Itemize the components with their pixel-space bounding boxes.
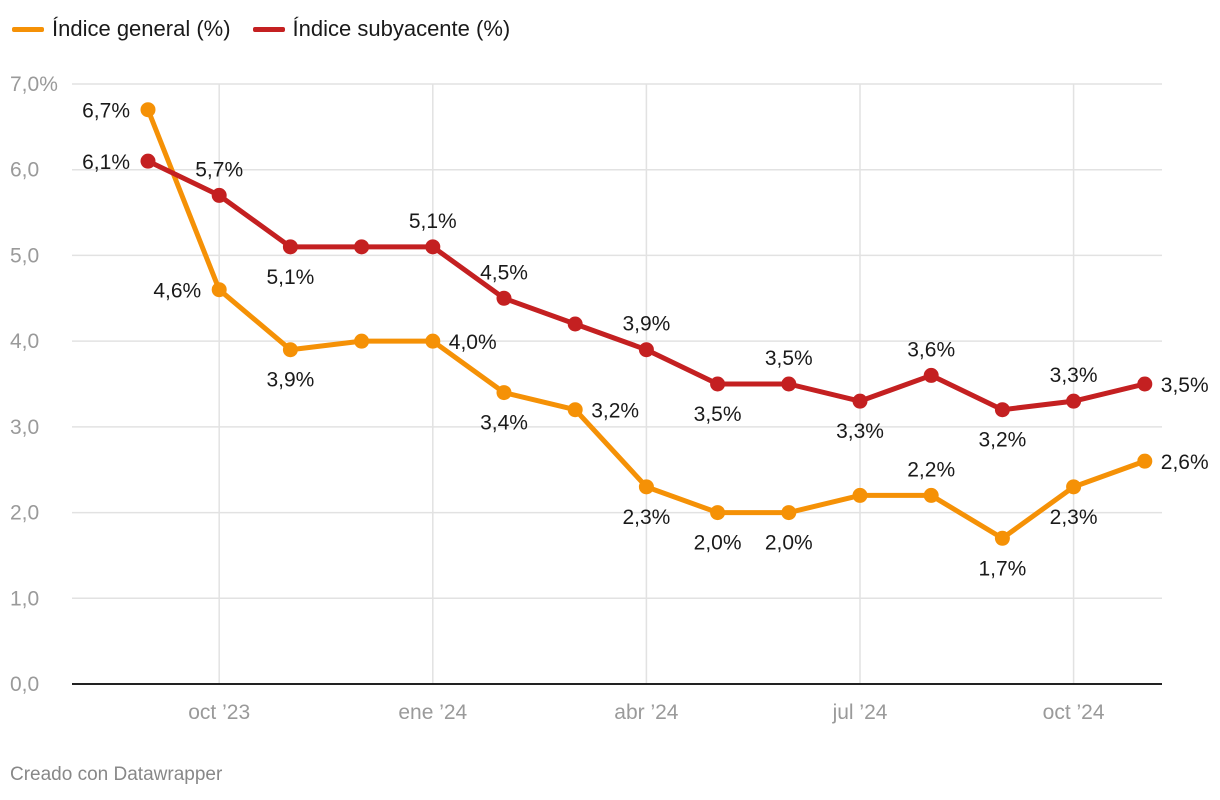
legend-item-general: Índice general (%) [12, 16, 231, 42]
data-label-subyacente: 3,3% [1050, 364, 1098, 387]
y-tick-label: 2,0 [10, 502, 39, 525]
data-point-general [425, 333, 441, 349]
data-label-subyacente: 3,5% [1161, 374, 1209, 397]
legend-label-subyacente: Índice subyacente (%) [292, 16, 511, 41]
data-label-subyacente: 3,5% [765, 347, 813, 370]
data-point-general [282, 342, 298, 358]
data-point-general [923, 487, 939, 503]
y-tick-label: 4,0 [10, 330, 39, 353]
x-tick-label: ene ’24 [398, 701, 467, 724]
data-point-subyacente [1066, 393, 1082, 409]
data-point-subyacente [1137, 376, 1153, 392]
data-point-subyacente [425, 239, 441, 255]
data-label-subyacente: 5,7% [195, 158, 243, 181]
data-point-subyacente [923, 367, 939, 383]
legend-swatch-general [12, 26, 44, 32]
data-label-layer: 6,7% 4,6% 3,9% 4,0% 3,4% 3,2% 2,3% 2,0% 2,0% 2,2%… [82, 100, 1209, 581]
data-point-subyacente [211, 187, 227, 203]
y-tick-label: 6,0 [10, 159, 39, 182]
data-point-general [567, 402, 583, 418]
data-point-subyacente [781, 376, 797, 392]
x-tick-label: abr ’24 [614, 701, 679, 724]
data-point-subyacente [852, 393, 868, 409]
data-point-general [994, 530, 1010, 546]
data-label-general: 2,0% [694, 532, 742, 555]
y-tick-label: 0,0 [10, 673, 39, 696]
data-label-subyacente: 3,5% [694, 403, 742, 426]
series-layer [140, 102, 1153, 546]
data-label-general: 2,0% [765, 532, 813, 555]
y-tick-label: 5,0 [10, 244, 39, 267]
data-label-general: 1,7% [978, 557, 1026, 580]
legend-swatch-subyacente [252, 26, 285, 32]
data-label-general: 2,6% [1161, 451, 1209, 474]
data-point-general [354, 333, 370, 349]
data-point-general [211, 282, 227, 298]
data-label-general: 4,0% [449, 331, 497, 354]
data-point-general [638, 479, 654, 495]
data-point-general [781, 505, 797, 521]
data-point-subyacente [496, 290, 512, 306]
x-tick-label: jul ’24 [832, 701, 888, 724]
data-point-subyacente [994, 402, 1010, 418]
data-label-general: 2,2% [907, 458, 955, 481]
data-label-subyacente: 5,1% [266, 266, 314, 289]
data-label-subyacente: 3,2% [978, 429, 1026, 452]
data-point-general [140, 102, 156, 118]
footer-credit: Creado con Datawrapper [10, 764, 223, 785]
data-point-general [710, 505, 726, 521]
data-label-general: 3,4% [480, 412, 528, 435]
data-label-subyacente: 3,9% [622, 313, 670, 336]
data-point-general [1137, 453, 1153, 469]
legend-item-subyacente: Índice subyacente (%) [252, 16, 511, 42]
data-label-subyacente: 3,3% [836, 420, 884, 443]
y-tick-label: 3,0 [10, 416, 39, 439]
data-label-general: 2,3% [622, 506, 670, 529]
x-tick-label: oct ’23 [188, 701, 250, 724]
data-label-subyacente: 5,1% [409, 210, 457, 233]
data-point-general [852, 487, 868, 503]
legend-label-general: Índice general (%) [52, 16, 231, 41]
y-tick-label: 7,0% [10, 73, 58, 96]
data-point-subyacente [282, 239, 298, 255]
data-point-general [496, 385, 512, 401]
data-point-general [1066, 479, 1082, 495]
data-label-general: 6,7% [82, 100, 130, 123]
data-label-general: 3,2% [591, 400, 639, 423]
x-tick-label: oct ’24 [1043, 701, 1105, 724]
axis-layer: 0,0 1,0 2,0 3,0 4,0 5,0 6,0 7,0% oct ’23 ene ’24 a… [10, 73, 1162, 724]
data-label-general: 2,3% [1050, 506, 1098, 529]
y-tick-label: 1,0 [10, 587, 39, 610]
data-point-subyacente [140, 153, 156, 169]
data-point-subyacente [638, 342, 654, 358]
chart-legend: Índice general (%) Índice subyacente (%) [12, 16, 510, 42]
data-label-general: 4,6% [153, 280, 201, 303]
data-label-subyacente: 6,1% [82, 151, 130, 174]
data-point-subyacente [710, 376, 726, 392]
data-point-subyacente [567, 316, 583, 332]
data-label-subyacente: 4,5% [480, 261, 528, 284]
data-label-general: 3,9% [266, 369, 314, 392]
data-point-subyacente [354, 239, 370, 255]
data-label-subyacente: 3,6% [907, 338, 955, 361]
